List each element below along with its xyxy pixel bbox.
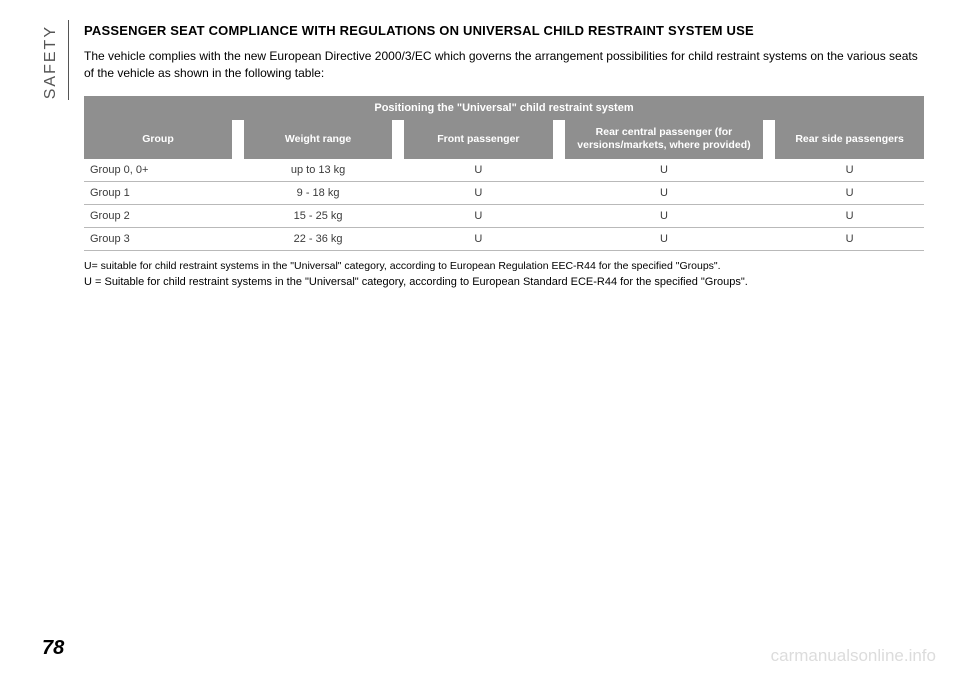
col-spacer bbox=[763, 120, 775, 158]
table-row: Group 0, 0+ up to 13 kg U U U bbox=[84, 159, 924, 182]
cell: U bbox=[775, 227, 924, 250]
table-title: Positioning the "Universal" child restra… bbox=[84, 96, 924, 120]
cell: U bbox=[775, 159, 924, 182]
col-header: Rear central passenger (for versions/mar… bbox=[565, 120, 764, 158]
cell: U bbox=[565, 204, 764, 227]
table-notes: U= suitable for child restraint systems … bbox=[84, 259, 924, 291]
note-line: U = Suitable for child restraint systems… bbox=[84, 274, 924, 291]
note-line: U= suitable for child restraint systems … bbox=[84, 259, 924, 275]
col-header: Front passenger bbox=[404, 120, 553, 158]
cell: up to 13 kg bbox=[244, 159, 392, 182]
cell: Group 0, 0+ bbox=[84, 159, 232, 182]
cell: U bbox=[404, 204, 553, 227]
section-label: SAFETY bbox=[42, 25, 60, 99]
cell: U bbox=[565, 181, 764, 204]
page-number: 78 bbox=[42, 637, 64, 660]
section-rule bbox=[68, 20, 69, 100]
col-spacer bbox=[232, 120, 244, 158]
cell: 15 - 25 kg bbox=[244, 204, 392, 227]
cell: U bbox=[565, 227, 764, 250]
watermark: carmanualsonline.info bbox=[771, 646, 936, 666]
col-header: Weight range bbox=[244, 120, 392, 158]
table-row: Group 2 15 - 25 kg U U U bbox=[84, 204, 924, 227]
col-spacer bbox=[553, 120, 565, 158]
col-header: Rear side passengers bbox=[775, 120, 924, 158]
cell: 9 - 18 kg bbox=[244, 181, 392, 204]
cell: U bbox=[404, 159, 553, 182]
table-row: Group 3 22 - 36 kg U U U bbox=[84, 227, 924, 250]
cell: Group 2 bbox=[84, 204, 232, 227]
compliance-table: Positioning the "Universal" child restra… bbox=[84, 96, 924, 250]
cell: U bbox=[775, 181, 924, 204]
table-title-row: Positioning the "Universal" child restra… bbox=[84, 96, 924, 120]
cell: U bbox=[404, 227, 553, 250]
page-heading: PASSENGER SEAT COMPLIANCE WITH REGULATIO… bbox=[84, 22, 924, 40]
table-row: Group 1 9 - 18 kg U U U bbox=[84, 181, 924, 204]
col-spacer bbox=[392, 120, 404, 158]
col-header: Group bbox=[84, 120, 232, 158]
intro-text: The vehicle complies with the new Europe… bbox=[84, 48, 924, 83]
cell: U bbox=[404, 181, 553, 204]
cell: U bbox=[775, 204, 924, 227]
cell: Group 1 bbox=[84, 181, 232, 204]
cell: 22 - 36 kg bbox=[244, 227, 392, 250]
cell: Group 3 bbox=[84, 227, 232, 250]
table-header-row: Group Weight range Front passenger Rear … bbox=[84, 120, 924, 158]
page-content: PASSENGER SEAT COMPLIANCE WITH REGULATIO… bbox=[84, 22, 924, 291]
cell: U bbox=[565, 159, 764, 182]
